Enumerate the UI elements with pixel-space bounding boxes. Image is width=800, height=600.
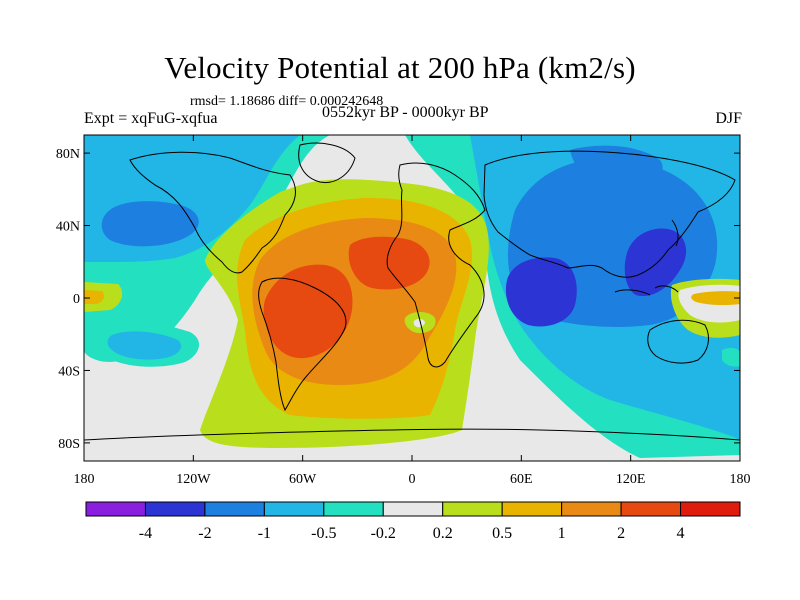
contour-region-equatorial-pacific-orange (84, 290, 104, 304)
page-title: Velocity Potential at 200 hPa (km2/s) (164, 50, 636, 85)
colorbar-label: 0.5 (492, 525, 512, 542)
colorbar-label: -0.2 (371, 525, 396, 542)
contour-region-indian-ocean-strongest (505, 257, 577, 327)
colorbar-swatch (620, 501, 682, 517)
colorbar-label: 1 (558, 525, 566, 542)
y-tick-label: 80N (56, 147, 80, 162)
coastline-north-america (129, 151, 296, 274)
colorbar-swatch (263, 501, 325, 517)
colorbar-label: 4 (677, 525, 685, 542)
coastline-greenland (298, 142, 356, 184)
colorbar-swatch (442, 501, 503, 517)
season-label: DJF (715, 110, 742, 127)
contour-region-sahara-strongest (348, 236, 430, 290)
colorbar-swatch (561, 501, 622, 517)
y-tick-label: 40S (58, 364, 80, 379)
colorbar-swatch (382, 501, 444, 517)
contour-region-siberia-dark (570, 145, 663, 185)
x-tick-label: 0 (409, 472, 416, 487)
colorbar-label: -2 (198, 525, 211, 542)
contour-region-south-pacific-east-light (722, 347, 740, 367)
axis-ticks: 180 120W 60W 0 60E 120E 180 80N 40N 0 40S 80S (56, 135, 751, 487)
contour-region-south-pacific-mid (107, 331, 182, 360)
y-tick-label: 80S (58, 437, 80, 452)
contour-region-australia-orange (691, 291, 740, 306)
x-tick-label: 180 (74, 472, 95, 487)
x-tick-label: 60E (510, 472, 533, 487)
coastline-asia (483, 150, 736, 278)
coastline-europe-africa (386, 162, 486, 368)
contour-region-maritime-continent-strongest (624, 228, 687, 297)
colorbar-swatch (501, 501, 563, 517)
colorbar-label: -4 (139, 525, 152, 542)
colorbar-swatch (204, 501, 265, 517)
x-tick-label: 180 (730, 472, 751, 487)
x-tick-label: 60W (289, 472, 317, 487)
y-tick-label: 40N (56, 220, 80, 235)
rmsd-subtitle: rmsd= 1.18686 diff= 0.000242648 (190, 94, 384, 109)
x-tick-label: 120E (616, 472, 646, 487)
coastline-japan (671, 219, 679, 247)
coastline-antarctica (84, 428, 740, 441)
colorbar-label: -0.5 (311, 525, 336, 542)
y-tick-label: 0 (73, 292, 80, 307)
coastline-south-america (258, 277, 347, 412)
colorbar-label: 2 (617, 525, 625, 542)
x-tick-label: 120W (176, 472, 211, 487)
coastline-australia (647, 319, 709, 364)
colorbar-label: 0.2 (433, 525, 453, 542)
coastline-layer (84, 142, 740, 441)
contour-region-north-pacific-dark (101, 201, 199, 247)
contour-region-gulf-of-guinea-center (413, 318, 425, 328)
coastline-indonesia (614, 285, 679, 296)
colorbar-swatch (144, 501, 206, 517)
colorbar-swatch (323, 501, 384, 517)
colorbar-swatch (680, 501, 741, 517)
colorbar-label: -1 (258, 525, 271, 542)
experiment-label: Expt = xqFuG-xqfua (84, 110, 218, 127)
colorbar-swatch (85, 501, 146, 517)
contour-region-south-america-strongest (263, 264, 353, 359)
colorbar: -4 -2 -1 -0.5 -0.2 0.2 0.5 1 2 4 (85, 501, 741, 542)
period-label: 0552kyr BP - 0000kyr BP (322, 104, 489, 121)
